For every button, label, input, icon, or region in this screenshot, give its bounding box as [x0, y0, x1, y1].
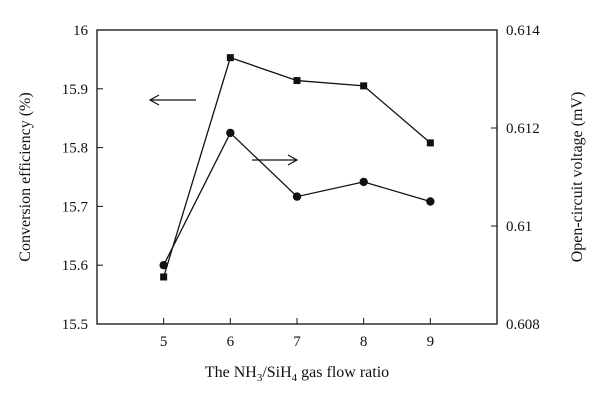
- left-y-tick-label: 16: [73, 23, 89, 39]
- circle-marker: [359, 177, 368, 187]
- left-y-tick-label: 15.7: [62, 199, 89, 215]
- right-y-tick-label: 0.612: [506, 121, 540, 137]
- x-tick-label: 7: [293, 334, 301, 350]
- right-y-tick-label: 0.608: [506, 317, 540, 333]
- square-marker: [293, 77, 301, 85]
- tick-group: 5 6 7 8 9 15.5 15.6 15.7 15.8 15.9 16 0.608 0.61 0.61…: [62, 23, 541, 350]
- square-marker: [226, 54, 234, 62]
- x-tick-label: 9: [427, 334, 435, 350]
- arrow-right-icon: [252, 154, 299, 166]
- circle-marker: [426, 197, 435, 206]
- left-y-tick-label: 15.9: [62, 82, 88, 98]
- circle-marker: [226, 128, 235, 138]
- series-line-1: [163, 56, 431, 278]
- arrow-left-icon: [148, 94, 196, 106]
- circle-marker: [159, 261, 168, 270]
- right-axis-title: Open-circuit voltage (mV): [569, 92, 586, 263]
- x-tick-label: 8: [360, 334, 368, 350]
- right-y-tick-label: 0.614: [506, 23, 540, 39]
- series-lines: [163, 56, 431, 278]
- x-tick-label: 6: [227, 334, 235, 350]
- x-tick-label: 5: [160, 334, 168, 350]
- series-markers: [159, 54, 435, 281]
- right-y-tick-label: 0.61: [506, 219, 532, 235]
- square-marker: [160, 273, 168, 281]
- x-axis-title: The NH3/SiH4 gas flow ratio: [205, 364, 389, 384]
- circle-marker: [292, 192, 302, 201]
- left-y-tick-label: 15.5: [62, 317, 88, 333]
- left-axis-title: Conversion efficiency (%): [17, 92, 34, 261]
- square-marker: [426, 139, 434, 147]
- annotation-arrows: [148, 94, 299, 166]
- plot-frame: [96, 29, 498, 325]
- left-y-tick-label: 15.6: [62, 258, 89, 274]
- left-y-tick-label: 15.8: [62, 141, 88, 157]
- square-marker: [360, 82, 368, 90]
